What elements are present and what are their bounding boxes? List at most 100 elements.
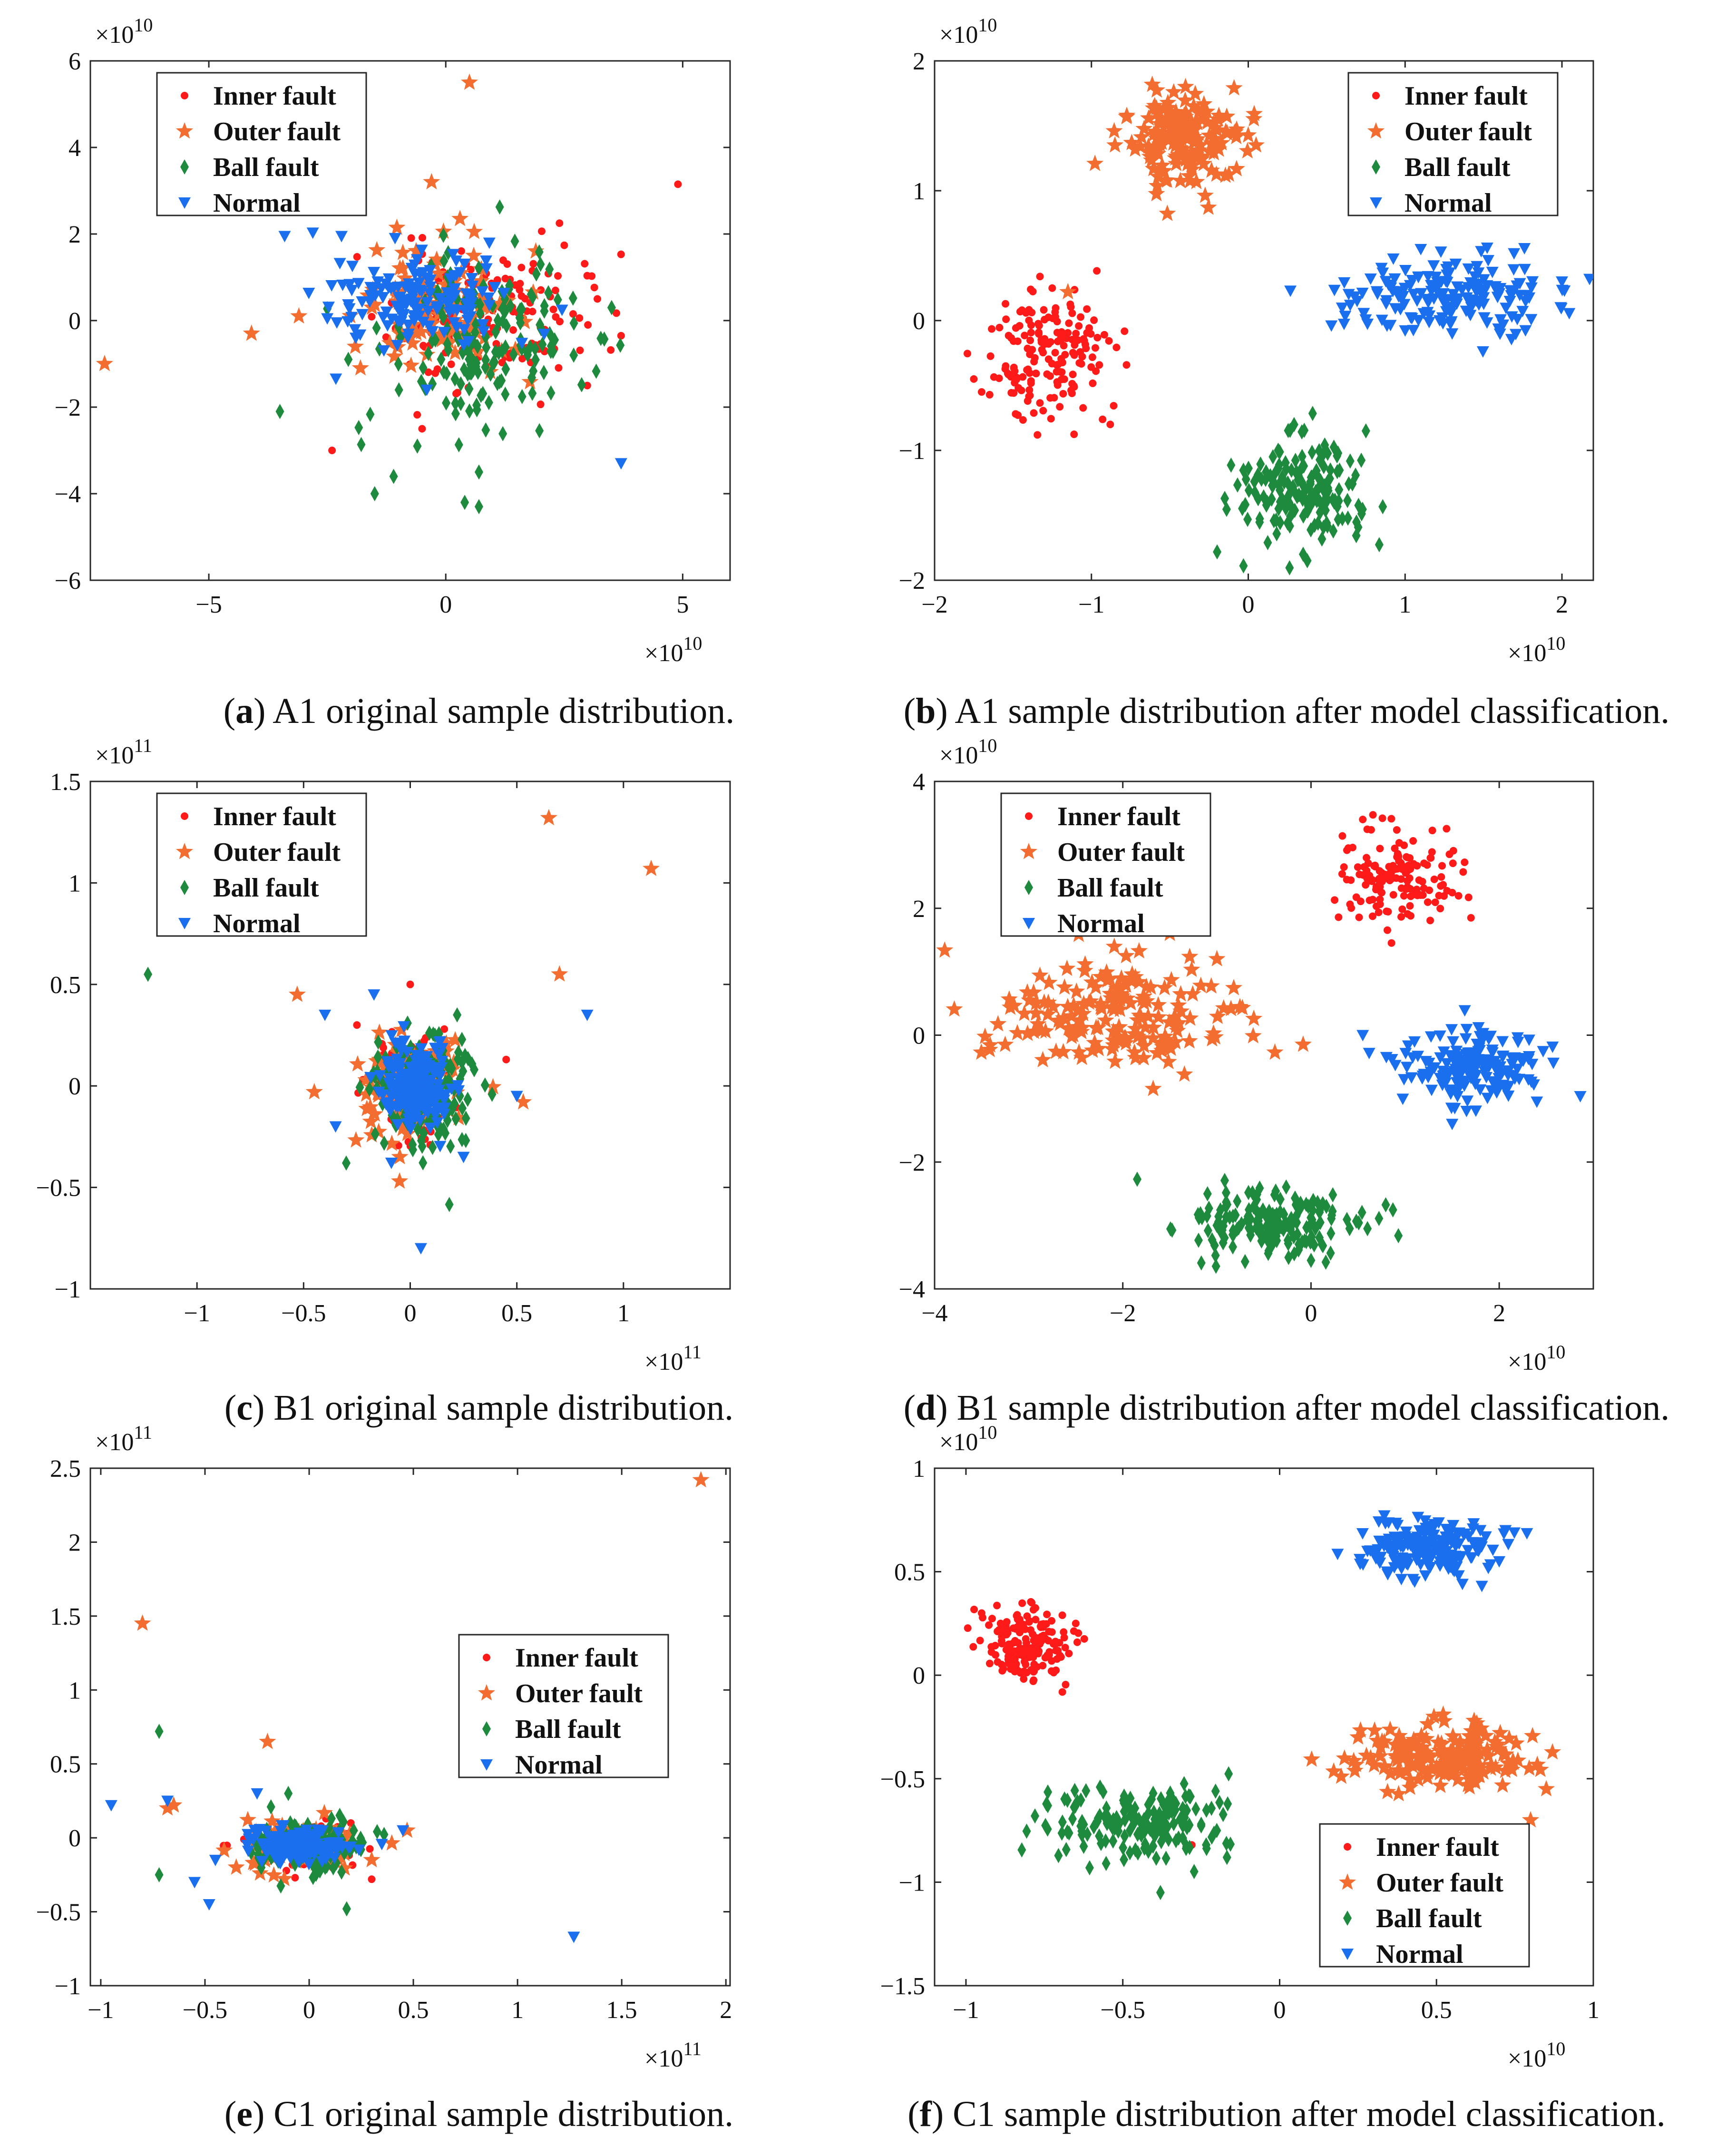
y-tick-label: 4 — [68, 135, 81, 162]
outer-point — [1452, 1757, 1470, 1774]
legend-label-outer: Outer fault — [213, 838, 341, 867]
ball-point — [1348, 476, 1357, 492]
normal-point — [1341, 1949, 1354, 1960]
normal-point — [430, 301, 443, 313]
inner-point — [1331, 896, 1339, 904]
outer-point — [1027, 1004, 1045, 1021]
normal-point — [1284, 285, 1297, 297]
normal-point — [1359, 314, 1372, 326]
outer-point — [1040, 974, 1058, 990]
ball-point — [1131, 1800, 1140, 1816]
ball-point — [1307, 1210, 1316, 1226]
inner-point — [1389, 891, 1397, 899]
outer-point — [1122, 972, 1140, 988]
y-tick-label: 1 — [913, 1455, 925, 1482]
x-tick-label: 0.5 — [1421, 1997, 1452, 2024]
outer-point — [1134, 990, 1151, 1007]
ball-point — [1268, 1238, 1277, 1253]
inner-point — [554, 272, 562, 280]
normal-point — [477, 319, 489, 331]
normal-point — [1511, 313, 1524, 325]
ball-point — [1022, 1823, 1031, 1839]
y-tick-label: −0.5 — [880, 1766, 925, 1793]
inner-point — [1359, 816, 1367, 824]
inner-point — [1062, 1681, 1070, 1689]
x-tick-label: −1 — [1078, 591, 1104, 618]
outer-point — [1165, 1008, 1183, 1025]
ball-point — [1344, 510, 1353, 526]
outer-point — [1105, 937, 1123, 954]
outer-point — [1465, 1711, 1483, 1728]
inner-point — [1376, 845, 1384, 853]
ball-point — [532, 266, 541, 282]
ball-point — [451, 396, 460, 411]
outer-point — [1467, 1736, 1484, 1753]
outer-point — [1084, 1041, 1102, 1058]
outer-point — [1379, 1783, 1396, 1799]
normal-point — [429, 1065, 442, 1077]
outer-point — [1158, 171, 1176, 188]
outer-point — [1403, 1756, 1420, 1773]
outer-point — [1161, 1013, 1178, 1030]
normal-point — [1443, 302, 1455, 313]
ball-point — [337, 1864, 346, 1880]
outer-point — [396, 269, 414, 286]
inner-point — [1027, 1666, 1035, 1674]
ball-point — [413, 438, 422, 454]
ball-point — [1326, 1245, 1335, 1261]
inner-point — [1348, 843, 1356, 851]
y-tick-label: 6 — [68, 48, 81, 75]
normal-point — [375, 1839, 388, 1851]
x-exponent-label: ×1010 — [1508, 2038, 1565, 2072]
outer-point — [1111, 1018, 1128, 1035]
ball-point — [1211, 1248, 1220, 1263]
ball-point — [501, 386, 510, 402]
inner-point — [1075, 322, 1083, 330]
ball-point — [380, 1135, 389, 1151]
y-tick-label: 0 — [68, 1825, 81, 1852]
ball-point — [1120, 1852, 1129, 1867]
normal-point — [1394, 304, 1407, 316]
inner-point — [528, 307, 536, 315]
normal-point — [1497, 319, 1510, 331]
inner-point — [964, 1624, 972, 1632]
outer-point — [1148, 129, 1165, 146]
inner-point — [1028, 309, 1036, 317]
inner-point — [1428, 827, 1436, 835]
normal-point — [397, 309, 410, 321]
ball-point — [528, 289, 537, 305]
points-layer — [144, 809, 660, 1255]
normal-point — [458, 258, 471, 270]
outer-point — [1452, 1733, 1469, 1749]
inner-point — [1021, 332, 1029, 340]
outer-point — [368, 241, 386, 258]
inner-point — [291, 1873, 299, 1882]
inner-point — [353, 1021, 361, 1029]
inner-point — [976, 1637, 984, 1645]
normal-point — [1342, 289, 1355, 301]
inner-point — [1400, 841, 1408, 849]
normal-point — [1402, 1040, 1414, 1052]
outer-point — [1076, 962, 1093, 978]
x-tick-label: 0.5 — [501, 1300, 532, 1327]
outer-point — [1202, 977, 1220, 994]
ball-point — [1388, 1202, 1397, 1218]
normal-point — [412, 1103, 425, 1115]
inner-point — [1030, 1676, 1038, 1684]
outer-point — [1143, 151, 1161, 168]
inner-point — [1027, 377, 1035, 385]
x-tick-label: 2 — [1493, 1300, 1505, 1327]
outer-point — [1089, 1019, 1107, 1035]
outer-point — [516, 312, 534, 330]
inner-point — [406, 980, 414, 988]
legend-label-ball: Ball fault — [1057, 873, 1163, 903]
outer-point — [1228, 160, 1245, 176]
normal-point — [1546, 1041, 1559, 1053]
inner-point — [537, 227, 546, 235]
ball-point — [1220, 1172, 1229, 1188]
inner-point — [1028, 1599, 1036, 1607]
ball-point — [1211, 1784, 1220, 1799]
outer-point — [408, 242, 425, 259]
normal-point — [1505, 334, 1518, 346]
ball-point — [516, 302, 525, 318]
